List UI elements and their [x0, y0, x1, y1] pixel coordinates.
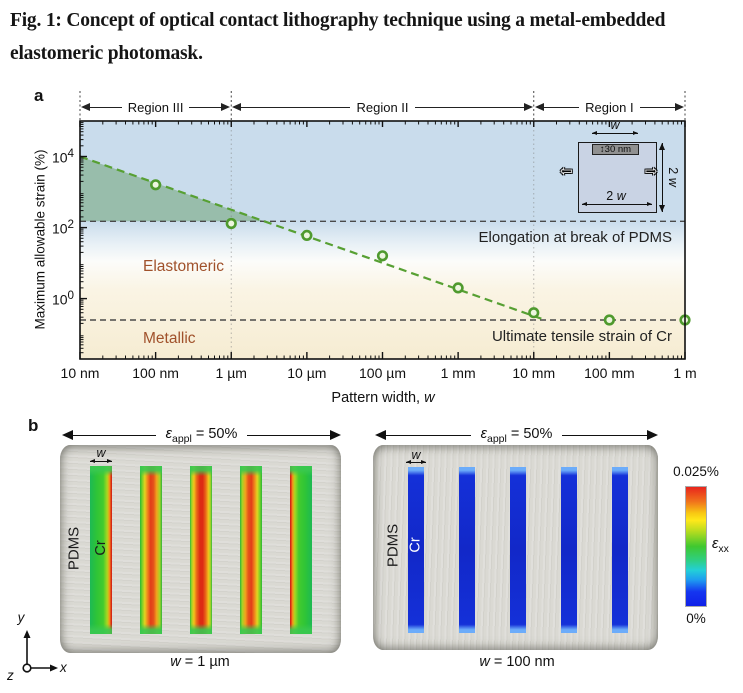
inset-w-arrow	[592, 131, 638, 135]
arrow-line	[73, 434, 156, 436]
inset-2w-bottom-arrow	[582, 202, 652, 206]
x-axis-title-text: Pattern width,	[331, 390, 425, 406]
y-tick-label: 102	[51, 217, 74, 237]
z-axis-triad-label: z	[7, 668, 14, 683]
coordinate-triad	[22, 630, 58, 673]
applied-strain-label: εappl = 50%	[480, 425, 553, 445]
arrow-line	[241, 106, 351, 108]
region-arrow-1: Region III	[80, 99, 231, 115]
arrow-line	[639, 106, 676, 108]
cr-strip	[190, 466, 212, 634]
strip-w-arrow	[90, 459, 112, 463]
x-tick-label: 1 m	[673, 365, 697, 381]
cr-label: Cr	[407, 537, 424, 553]
right-sim-caption: w = 100 nm	[479, 654, 555, 670]
cr-strip	[240, 466, 262, 634]
x-tick-label: 10 mm	[512, 365, 556, 381]
inset-2w-right-arrow	[659, 143, 665, 212]
region-arrow-2: Region II	[231, 99, 534, 115]
left-sim-caption: w = 1 µm	[170, 654, 230, 670]
x-axis-triad-label: x	[60, 660, 67, 675]
pdms-label: PDMS	[384, 523, 402, 568]
left-arrowhead-icon	[375, 430, 386, 440]
arrow-line	[247, 434, 330, 436]
region-label: Region I	[585, 99, 634, 115]
pdms-label: PDMS	[65, 526, 83, 571]
x-axis-title-var: w	[424, 390, 435, 406]
x-tick-label: 100 µm	[359, 365, 406, 381]
arrow-line	[90, 106, 122, 108]
colorbar-max-label: 0.025%	[673, 464, 719, 479]
inset-2w-right-label: 2 w	[666, 167, 680, 187]
region-label: Region III	[127, 99, 184, 115]
metallic-label: Metallic	[143, 330, 196, 347]
panel-a-label: a	[34, 86, 44, 105]
simulation-w-1um: PDMS Cr w	[60, 445, 341, 653]
region-arrow-3: Region I	[534, 99, 685, 115]
inset-w-label: w	[610, 118, 620, 132]
x-tick-label: 1 mm	[440, 365, 476, 381]
arrow-line	[562, 434, 647, 436]
right-arrowhead-icon	[221, 103, 231, 111]
x-tick-label: 100 nm	[132, 365, 179, 381]
left-arrowhead-icon	[62, 430, 73, 440]
y-axis-triad-label: y	[17, 610, 25, 625]
arrow-line	[386, 434, 471, 436]
cr-strip	[408, 467, 424, 633]
arrow-line	[543, 106, 580, 108]
inset-2w-bottom-label: 2 w	[606, 189, 626, 203]
inset-cr-bar: ↕30 nm	[592, 144, 639, 155]
x-tick-label: 10 nm	[60, 365, 100, 381]
applied-strain-label: εappl = 50%	[165, 425, 238, 445]
cr-strip	[612, 467, 628, 633]
right-arrowhead-icon	[330, 430, 341, 440]
x-tick-label: 100 mm	[584, 365, 635, 381]
y-tick-label: 100	[51, 288, 74, 308]
cr-strip	[459, 467, 475, 633]
x-tick-label: 10 µm	[287, 365, 327, 381]
arrow-line	[414, 106, 524, 108]
colorbar-quantity-label: εxx	[712, 536, 729, 555]
cr-label: Cr	[93, 540, 109, 556]
right-arrowhead-icon	[523, 103, 533, 111]
right-arrowhead-icon	[647, 430, 658, 440]
left-arrowhead-icon	[232, 103, 242, 111]
figure-caption: Fig. 1: Concept of optical contact litho…	[10, 10, 666, 64]
inset-unit-cell: ↕30 nm 2 w	[578, 142, 657, 213]
strip-w-label: w	[96, 446, 106, 460]
y-tick-label: 104	[51, 146, 74, 166]
stretch-left-icon: ⇦	[560, 163, 573, 180]
applied-strain-arrow-left-sim: εappl = 50%	[62, 425, 341, 445]
cr-strip	[90, 466, 112, 634]
cr-strip	[290, 466, 312, 634]
colorbar	[685, 486, 707, 607]
elastomeric-label: Elastomeric	[143, 258, 224, 275]
x-axis-title: Pattern width, w	[263, 390, 503, 406]
region-label: Region II	[356, 99, 409, 115]
right-arrowhead-icon	[675, 103, 685, 111]
cr-strip	[561, 467, 577, 633]
inset-bar-label: ↕30 nm	[599, 144, 632, 155]
panel-b-label: b	[28, 416, 39, 435]
colorbar-min-label: 0%	[686, 611, 706, 626]
stretch-right-icon: ⇨	[645, 163, 658, 180]
cr-strip	[140, 466, 162, 634]
cr-strain-label: Ultimate tensile strain of Cr	[491, 328, 672, 345]
strip-w-arrow	[406, 460, 426, 464]
simulation-w-100nm: PDMS Cr w	[373, 445, 658, 650]
pdms-break-label: Elongation at break of PDMS	[478, 229, 672, 246]
applied-strain-arrow-right-sim: εappl = 50%	[375, 425, 658, 445]
left-arrowhead-icon	[534, 103, 544, 111]
cr-strip	[510, 467, 526, 633]
x-tick-label: 1 µm	[215, 365, 247, 381]
strip-w-label: w	[411, 448, 421, 462]
left-arrowhead-icon	[81, 103, 90, 111]
arrow-line	[189, 106, 222, 108]
